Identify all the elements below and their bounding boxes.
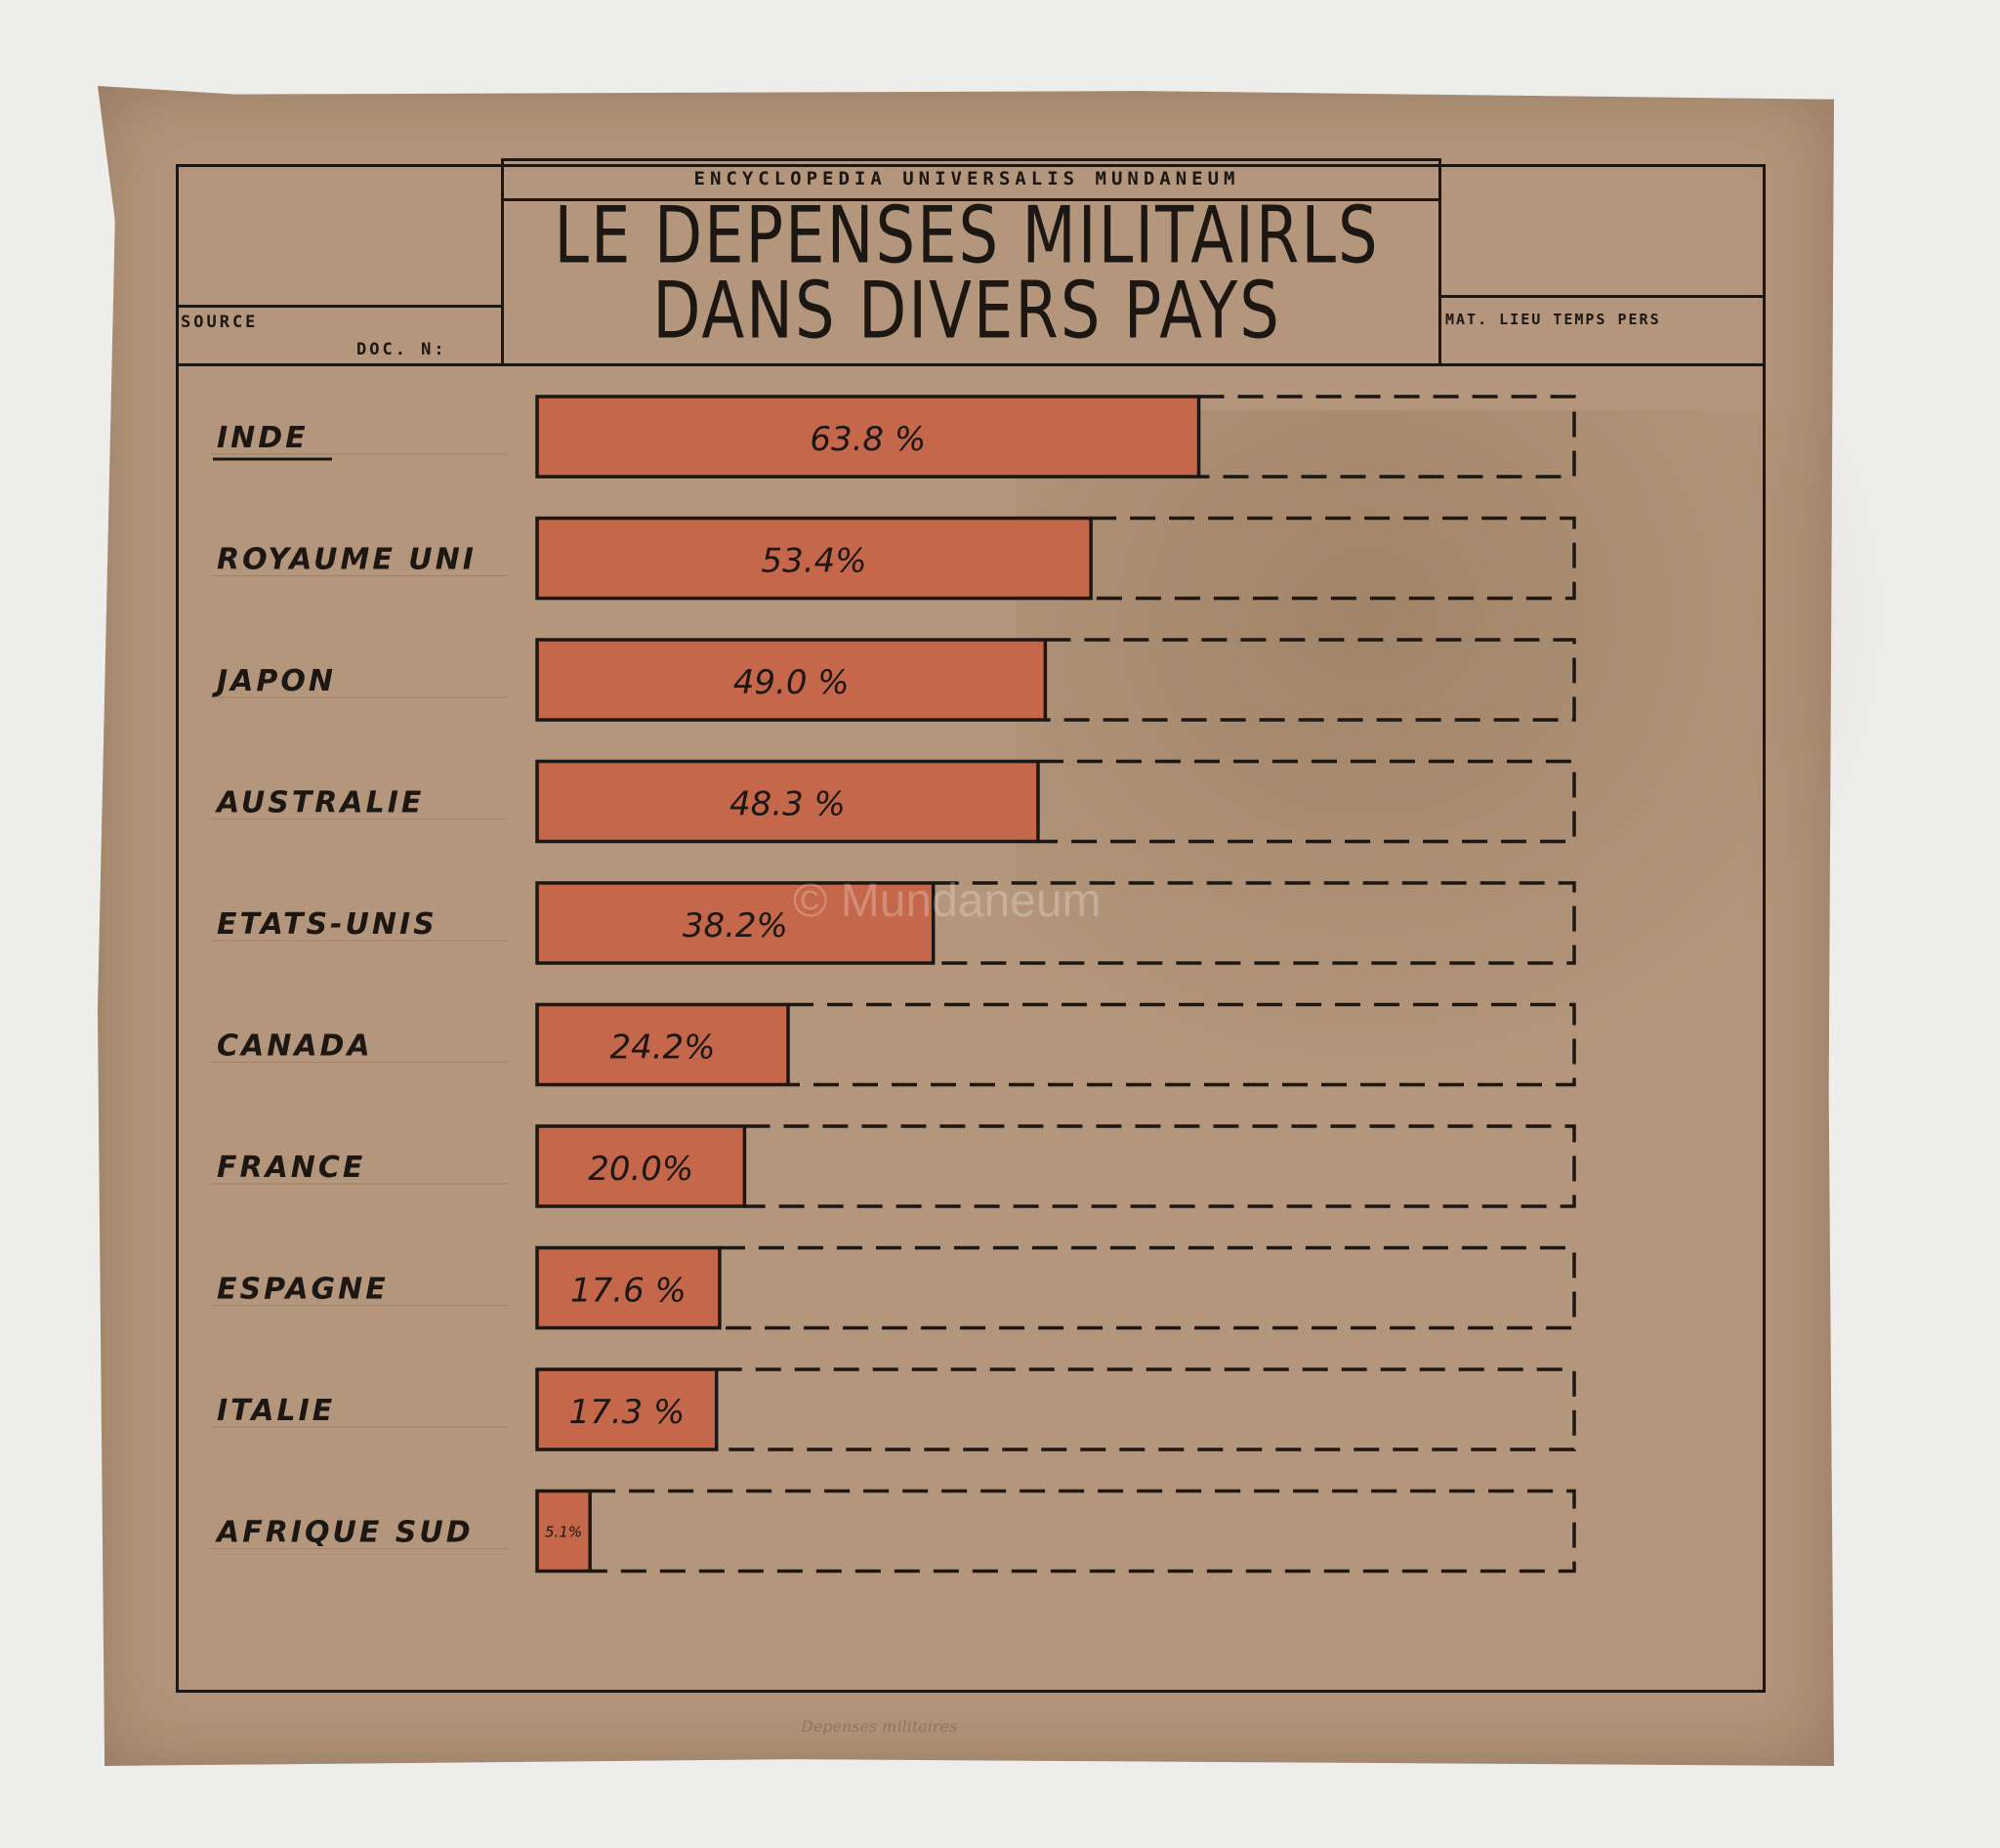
- chart-title-line1: LE DEPENSES MILITAIRLS: [554, 190, 1380, 282]
- value-label: 38.2%: [683, 906, 788, 945]
- bar: [535, 638, 1048, 722]
- value-label: 17.3 %: [568, 1393, 685, 1432]
- bar: [535, 395, 1201, 479]
- bar-remainder-outline: [744, 1124, 1576, 1208]
- value-label: 63.8 %: [810, 420, 926, 459]
- value-label: 48.3 %: [729, 785, 846, 824]
- value-label: 17.6 %: [570, 1272, 687, 1311]
- header-divider-left: [501, 158, 504, 365]
- header-top-line: [504, 158, 1441, 161]
- title-underline: [504, 198, 1441, 201]
- category-label: FRANCE: [217, 1151, 365, 1185]
- mat-lieu-temps-label: MAT. LIEU TEMPS PERS: [1445, 311, 1661, 328]
- bar: [535, 1489, 592, 1574]
- category-label: CANADA: [217, 1029, 373, 1064]
- bar: [535, 881, 936, 965]
- bar-remainder-outline: [933, 881, 1576, 965]
- value-label: 53.4%: [762, 542, 867, 581]
- source-box-line: [176, 305, 501, 308]
- bar-remainder-outline: [788, 1002, 1576, 1087]
- bar-remainder-outline: [1045, 638, 1576, 722]
- bar-remainder-outline: [1037, 759, 1576, 844]
- header-bottom-line: [176, 363, 1766, 366]
- bar-remainder-outline: [1091, 516, 1576, 601]
- bar-remainder-outline: [590, 1489, 1576, 1574]
- bar-remainder-outline: [1198, 395, 1576, 479]
- bar: [535, 1124, 747, 1208]
- value-label: 5.1%: [545, 1524, 582, 1541]
- bar: [535, 1002, 790, 1087]
- value-label: 24.2%: [609, 1029, 715, 1068]
- category-label: ESPAGNE: [217, 1273, 389, 1307]
- category-label: AUSTRALIE: [215, 786, 424, 820]
- category-label: JAPON: [212, 664, 336, 698]
- bar: [535, 1367, 719, 1451]
- chart-title-line2: DANS DIVERS PAYS: [652, 266, 1281, 357]
- source-label: SOURCE: [181, 313, 259, 332]
- category-label: INDE: [217, 421, 309, 455]
- mat-box-line: [1438, 295, 1766, 298]
- pencil-note: Depenses militaires: [801, 1717, 958, 1736]
- chart-frame: [176, 164, 1766, 1693]
- category-label: ROYAUME UNI: [217, 543, 477, 577]
- value-label: 49.0 %: [733, 663, 850, 702]
- header-divider-right: [1438, 158, 1441, 365]
- bar-remainder-outline: [719, 1245, 1576, 1330]
- bar: [535, 516, 1093, 601]
- category-label: ETATS-UNIS: [217, 907, 438, 942]
- watermark: © Mundaneum: [793, 875, 1102, 927]
- category-label: AFRIQUE SUD: [215, 1516, 474, 1550]
- bar-remainder-outline: [716, 1367, 1576, 1451]
- value-label: 20.0%: [588, 1150, 693, 1189]
- doc-number-label: DOC. N:: [356, 340, 447, 359]
- encyclopedia-header: ENCYCLOPEDIA UNIVERSALIS MUNDANEUM: [693, 168, 1240, 189]
- bar: [535, 759, 1040, 844]
- category-label: ITALIE: [217, 1394, 335, 1428]
- bar: [535, 1245, 722, 1330]
